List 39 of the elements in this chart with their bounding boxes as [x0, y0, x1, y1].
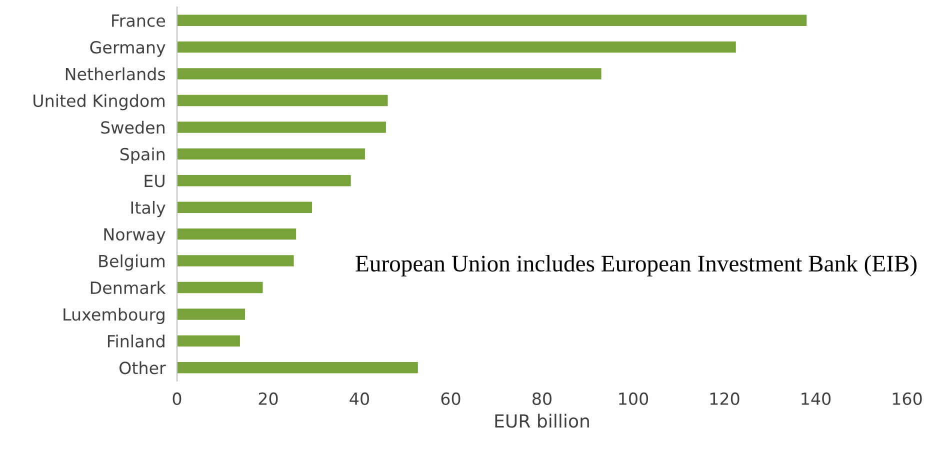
y-tick-label: United Kingdom: [34, 94, 164, 110]
x-tick-label: 80: [532, 392, 552, 406]
x-tick-label: 0: [172, 392, 182, 406]
y-tick-label: France: [112, 14, 165, 27]
y-tick-label: Italy: [131, 201, 166, 218]
y-tick-label: Netherlands: [66, 67, 166, 80]
annotation: European Union includes European Investment Bank (EIB): [356, 255, 917, 276]
y-tick-label: Luxembourg: [64, 308, 164, 324]
x-tick-label: 40: [350, 392, 369, 406]
bar: [177, 14, 807, 26]
x-tick-label: 20: [258, 392, 278, 406]
y-tick-label: Germany: [90, 41, 166, 57]
bar: [177, 94, 388, 106]
y-tick-label: Spain: [120, 148, 164, 164]
bar: [177, 228, 296, 240]
y-tick-label: Finland: [108, 334, 164, 348]
y-tick-label: Denmark: [90, 281, 166, 294]
bar: [177, 202, 312, 213]
bar: [177, 255, 294, 266]
y-tick-label: EU: [144, 174, 164, 188]
y-tick-label: Sweden: [101, 120, 164, 134]
y-tick-label: Other: [120, 361, 166, 374]
x-tick-label: 160: [892, 392, 922, 406]
bar: [177, 148, 365, 160]
bar: [177, 122, 386, 133]
x-tick-label: 140: [802, 392, 831, 406]
bar: [177, 335, 240, 347]
x-tick-label: 100: [619, 392, 648, 406]
x-tick-label: 60: [441, 392, 460, 406]
bar: [177, 362, 418, 374]
bar: [177, 41, 736, 53]
y-tick-label: Norway: [104, 228, 166, 244]
bar: [177, 68, 602, 80]
y-tick-label: Belgium: [99, 254, 164, 271]
x-axis-title: EUR billion: [495, 414, 589, 428]
bar: [177, 308, 245, 320]
bar: [177, 282, 263, 294]
bar: [177, 175, 351, 186]
x-tick-label: 120: [710, 392, 740, 406]
